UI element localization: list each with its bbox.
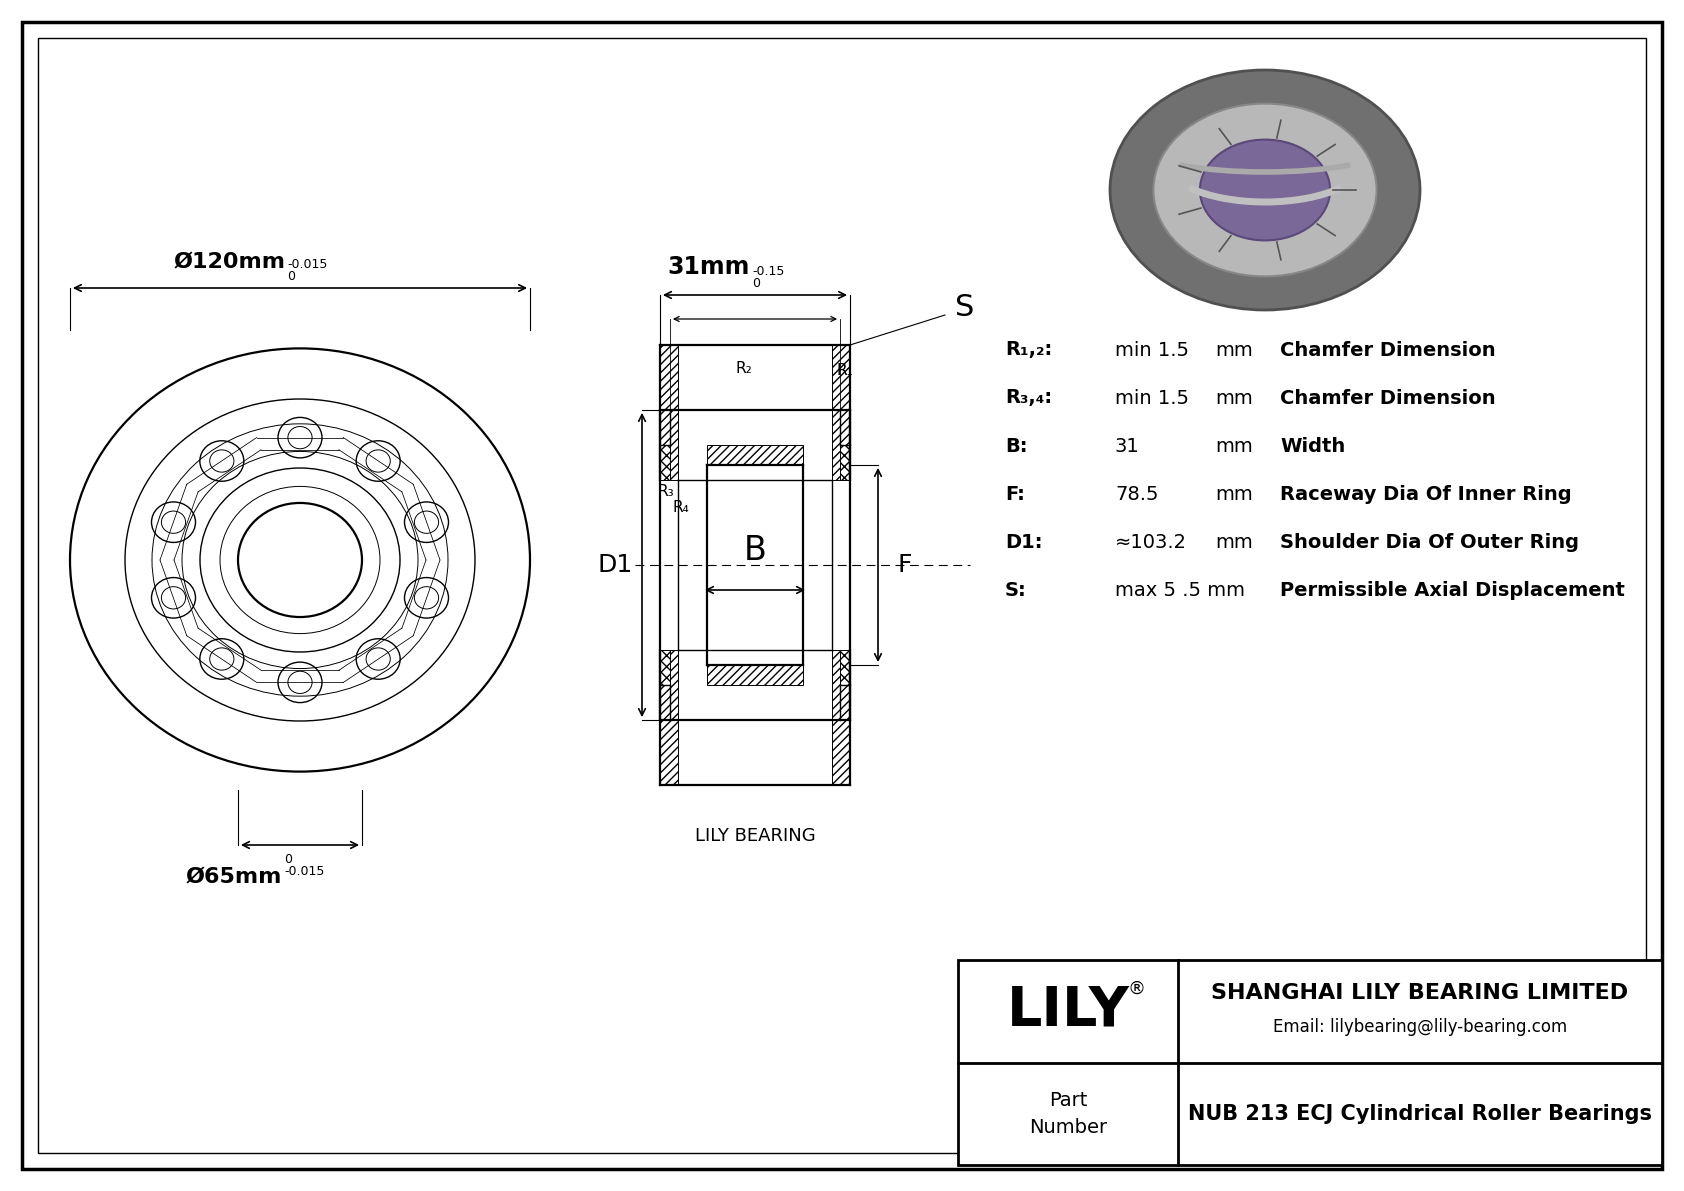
Text: Email: lilybearing@lily-bearing.com: Email: lilybearing@lily-bearing.com	[1273, 1018, 1568, 1036]
Text: 31: 31	[1115, 436, 1140, 455]
Bar	[958, 960, 1662, 1165]
Polygon shape	[832, 345, 850, 480]
Polygon shape	[707, 665, 803, 685]
Text: D1:: D1:	[1005, 532, 1042, 551]
Polygon shape	[660, 345, 679, 480]
Polygon shape	[832, 650, 850, 785]
Polygon shape	[840, 445, 850, 480]
Text: R₃,₄:: R₃,₄:	[1005, 388, 1052, 407]
Text: -0.15: -0.15	[753, 266, 785, 278]
Text: D1: D1	[598, 553, 633, 576]
Text: Chamfer Dimension: Chamfer Dimension	[1280, 388, 1495, 407]
Text: R₄: R₄	[672, 500, 689, 515]
Text: mm: mm	[1214, 532, 1253, 551]
Text: 0: 0	[753, 278, 759, 289]
Text: Shoulder Dia Of Outer Ring: Shoulder Dia Of Outer Ring	[1280, 532, 1580, 551]
Text: S:: S:	[1005, 580, 1027, 599]
Text: -0.015: -0.015	[285, 865, 325, 878]
Text: B:: B:	[1005, 436, 1027, 455]
Polygon shape	[660, 650, 670, 685]
Text: Chamfer Dimension: Chamfer Dimension	[1280, 341, 1495, 360]
Text: Ø65mm: Ø65mm	[185, 867, 281, 887]
Text: 78.5: 78.5	[1115, 485, 1159, 504]
Text: min 1.5: min 1.5	[1115, 341, 1189, 360]
Polygon shape	[660, 650, 679, 785]
Text: 31mm: 31mm	[667, 255, 749, 279]
Text: max 5 .5 mm: max 5 .5 mm	[1115, 580, 1244, 599]
Text: ®: ®	[1127, 980, 1145, 998]
Text: Part
Number: Part Number	[1029, 1091, 1106, 1136]
Text: NUB 213 ECJ Cylindrical Roller Bearings: NUB 213 ECJ Cylindrical Roller Bearings	[1187, 1104, 1652, 1124]
Text: R₁: R₁	[835, 363, 852, 378]
Text: -0.015: -0.015	[286, 258, 327, 272]
Text: mm: mm	[1214, 436, 1253, 455]
Text: R₂: R₂	[736, 361, 753, 376]
Text: Raceway Dia Of Inner Ring: Raceway Dia Of Inner Ring	[1280, 485, 1571, 504]
Polygon shape	[707, 445, 803, 464]
Text: Ø120mm: Ø120mm	[173, 252, 285, 272]
Text: Permissible Axial Displacement: Permissible Axial Displacement	[1280, 580, 1625, 599]
Ellipse shape	[1201, 139, 1330, 241]
Text: B: B	[744, 534, 766, 567]
Ellipse shape	[1110, 70, 1420, 310]
Text: LILY: LILY	[1007, 984, 1130, 1039]
Text: mm: mm	[1214, 341, 1253, 360]
Polygon shape	[840, 650, 850, 685]
Text: ≈103.2: ≈103.2	[1115, 532, 1187, 551]
Text: SHANGHAI LILY BEARING LIMITED: SHANGHAI LILY BEARING LIMITED	[1211, 983, 1628, 1003]
Text: 0: 0	[286, 270, 295, 283]
Text: 0: 0	[285, 853, 291, 866]
Text: R₁,₂:: R₁,₂:	[1005, 341, 1052, 360]
Text: LILY BEARING: LILY BEARING	[695, 827, 815, 844]
Text: R₃: R₃	[657, 484, 674, 499]
Text: F: F	[898, 553, 913, 576]
Text: F:: F:	[1005, 485, 1026, 504]
Text: S: S	[955, 293, 975, 322]
Polygon shape	[660, 445, 670, 480]
Text: Width: Width	[1280, 436, 1346, 455]
Text: mm: mm	[1214, 485, 1253, 504]
Text: min 1.5: min 1.5	[1115, 388, 1189, 407]
Ellipse shape	[1154, 104, 1376, 276]
Text: mm: mm	[1214, 388, 1253, 407]
